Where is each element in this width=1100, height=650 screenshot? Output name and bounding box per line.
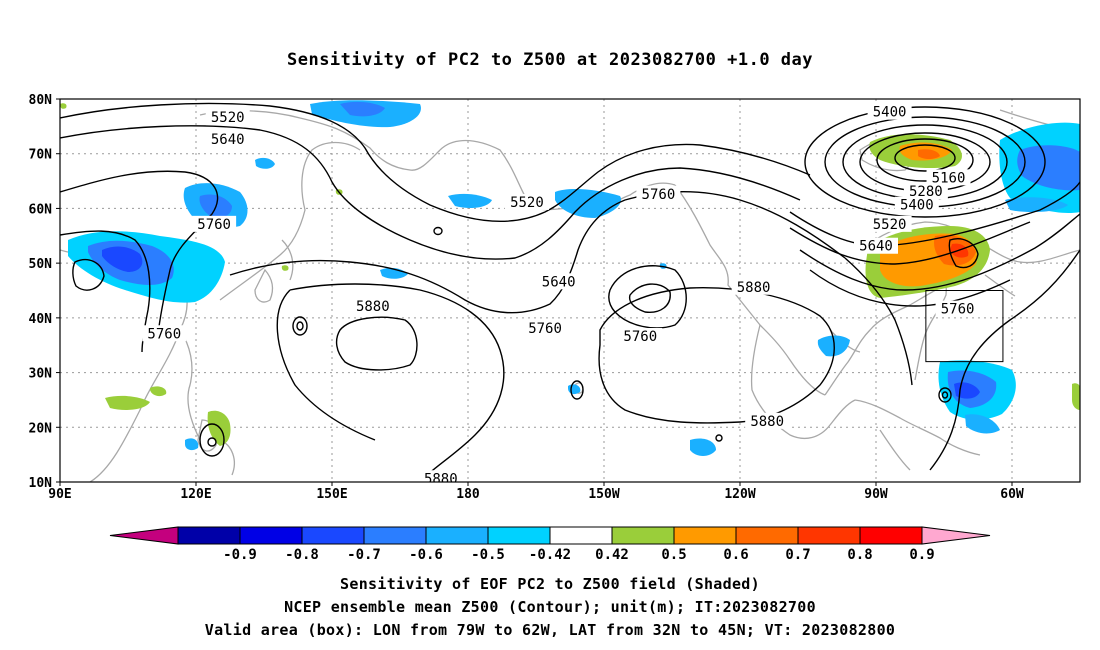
colorbar-swatch: [425, 526, 489, 545]
contour-label-bg: [867, 103, 912, 120]
contour-label-bg: [205, 109, 250, 126]
colorbar-tick-label: 0.42: [595, 547, 629, 563]
colorbar-tick-label: -0.5: [471, 547, 505, 563]
colorbar-swatch: [797, 526, 861, 545]
contour-label: 5520: [211, 110, 245, 126]
contour-label-bg: [523, 319, 568, 336]
lon-label: 120W: [724, 487, 755, 502]
lat-label: 60N: [29, 202, 53, 217]
colorbar-swatch: [549, 526, 613, 545]
contour-label-bg: [418, 470, 463, 482]
contour-label: 5520: [873, 217, 907, 233]
lat-label: 80N: [29, 93, 53, 108]
contour-label: 5640: [211, 132, 245, 148]
lat-label: 70N: [29, 148, 53, 163]
contour-label: 5280: [909, 184, 943, 200]
contour-label: 5400: [900, 198, 934, 214]
colorbar-swatch: [735, 526, 799, 545]
contour-label: 5880: [424, 471, 458, 487]
colorbar-swatch: [859, 526, 923, 545]
contour-label-bg: [745, 412, 790, 429]
lat-label: 50N: [29, 257, 53, 272]
contour-label-bg: [894, 196, 939, 213]
contour-label: 5760: [528, 321, 562, 337]
colorbar-swatch: [177, 526, 241, 545]
contour-label-bg: [618, 328, 663, 345]
caption-valid-area: Valid area (box): LON from 79W to 62W, L…: [204, 621, 896, 639]
contour-label-bg: [867, 215, 912, 232]
colorbar-left-arrow: [109, 526, 179, 545]
lat-label: 20N: [29, 421, 53, 436]
lon-label: 150W: [588, 487, 619, 502]
caption-shaded: Sensitivity of EOF PC2 to Z500 field (Sh…: [340, 575, 760, 593]
contour-label-bg: [142, 325, 187, 342]
positive-sensitivity-shading: [60, 103, 1080, 446]
colorbar-tick-label: -0.9: [223, 547, 257, 563]
contour-label-bg: [192, 215, 237, 232]
contour-label-bg: [854, 237, 898, 254]
colorbar-tick-label: -0.42: [529, 547, 571, 563]
lon-label: 60W: [1000, 487, 1024, 502]
colorbar-tick-label: 0.6: [723, 547, 748, 563]
lon-label: 150E: [316, 487, 347, 502]
contour-label: 5880: [356, 299, 390, 315]
colorbar-tick-label: -0.8: [285, 547, 319, 563]
lon-label: 120E: [180, 487, 211, 502]
caption-contour: NCEP ensemble mean Z500 (Contour); unit(…: [284, 598, 816, 616]
colorbar-swatch: [611, 526, 675, 545]
contour-labels: 5520 5640 5760 5760 5880 5520 5640 5760 5760 5760…: [142, 103, 980, 487]
lat-label: 10N: [29, 476, 53, 491]
lon-label: 90W: [864, 487, 888, 502]
contour-label: 5760: [642, 187, 676, 203]
contour-label-bg: [926, 169, 971, 186]
colorbar-right-arrow: [921, 526, 991, 545]
lat-label: 40N: [29, 312, 53, 327]
colorbar-tick-label: 0.9: [909, 547, 934, 563]
colorbar-swatch: [239, 526, 303, 545]
contour-label: 5760: [197, 217, 231, 233]
colorbar-swatch: [301, 526, 365, 545]
colorbar-tick-label: -0.6: [409, 547, 443, 563]
figure-title: Sensitivity of PC2 to Z500 at 2023082700…: [286, 50, 813, 70]
contour-label-bg: [350, 297, 395, 314]
colorbar-tick-label: -0.7: [347, 547, 381, 563]
contour-label: 5760: [623, 329, 657, 345]
contour-label: 5640: [542, 274, 576, 290]
contour-label: 5400: [873, 105, 907, 121]
contour-label-bg: [903, 183, 948, 200]
contour-label-bg: [636, 185, 681, 202]
contour-label: 5880: [737, 280, 771, 296]
contour-label: 5520: [510, 195, 544, 211]
valid-area-box: [925, 290, 1004, 363]
contour-label: 5640: [859, 239, 893, 255]
lat-label: 30N: [29, 367, 53, 382]
contour-label-bg: [504, 193, 549, 210]
contour-label: 5160: [932, 170, 966, 186]
lon-label: 90E: [48, 487, 71, 502]
colorbar-tick-label: 0.8: [847, 547, 872, 563]
colorbar-tick-label: 0.5: [661, 547, 686, 563]
contour-label-bg: [205, 131, 250, 148]
lon-label: 180: [456, 487, 480, 502]
map-frame: [59, 98, 1081, 483]
colorbar-tick-label: 0.7: [785, 547, 810, 563]
contour-label-bg: [536, 273, 581, 290]
colorbar: -0.9 -0.8 -0.7 -0.6 -0.5 -0.42 0.42 0.5 0.6 0.7 0.…: [109, 526, 991, 563]
colorbar-swatch: [673, 526, 737, 545]
colorbar-swatch: [363, 526, 427, 545]
contour-label-bg: [935, 300, 980, 317]
contour-label-bg: [731, 278, 776, 295]
contour-label: 5760: [941, 302, 975, 318]
contour-label: 5760: [147, 326, 181, 342]
contour-label: 5880: [750, 414, 784, 430]
colorbar-swatch: [487, 526, 551, 545]
